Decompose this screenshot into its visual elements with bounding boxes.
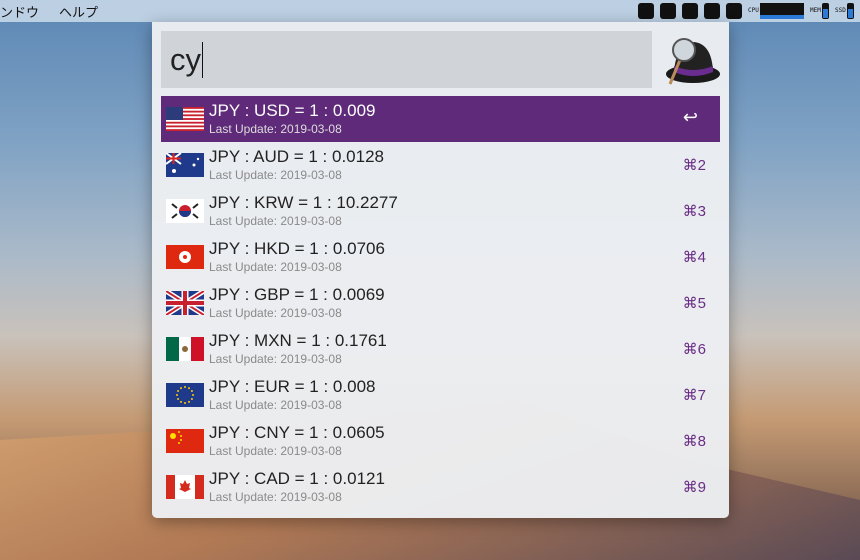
result-title: JPY : AUD = 1 : 0.0128 xyxy=(209,147,384,166)
shortcut-label: ⌘8 xyxy=(682,433,706,450)
result-subtitle: Last Update: 2019-03-08 xyxy=(209,260,342,274)
menu-bar: ンドウ ヘルプ CPU MEM SSD xyxy=(0,0,860,22)
search-input[interactable]: cy xyxy=(161,31,652,88)
mem-label: MEM xyxy=(810,7,821,14)
result-item[interactable]: JPY : AUD = 1 : 0.0128 Last Update: 2019… xyxy=(161,142,720,188)
shortcut-label: ⌘7 xyxy=(682,387,706,404)
result-title: JPY : GBP = 1 : 0.0069 xyxy=(209,285,385,304)
text-caret xyxy=(202,41,203,78)
search-value: cy xyxy=(170,41,201,77)
alfred-hat-icon xyxy=(666,38,720,85)
flag-gb-icon xyxy=(166,291,204,315)
flag-eu-icon xyxy=(166,383,204,407)
result-title: JPY : EUR = 1 : 0.008 xyxy=(209,377,376,396)
result-subtitle: Last Update: 2019-03-08 xyxy=(209,122,342,136)
result-subtitle: Last Update: 2019-03-08 xyxy=(209,398,342,412)
result-subtitle: Last Update: 2019-03-08 xyxy=(209,490,342,504)
result-subtitle: Last Update: 2019-03-08 xyxy=(209,444,342,458)
result-item[interactable]: JPY : KRW = 1 : 10.2277 Last Update: 201… xyxy=(161,188,720,234)
status-tray: CPU MEM SSD xyxy=(638,2,854,20)
shortcut-label: ⌘2 xyxy=(682,157,706,174)
dropbox-icon[interactable] xyxy=(638,3,654,19)
ssd-label: SSD xyxy=(835,7,846,14)
result-title: JPY : KRW = 1 : 10.2277 xyxy=(209,193,398,212)
result-title: JPY : CNY = 1 : 0.0605 xyxy=(209,423,385,442)
download-icon[interactable] xyxy=(660,3,676,19)
cpu-label: CPU xyxy=(748,7,759,14)
result-item[interactable]: JPY : CAD = 1 : 0.0121 Last Update: 2019… xyxy=(161,464,720,510)
result-item[interactable]: JPY : HKD = 1 : 0.0706 Last Update: 2019… xyxy=(161,234,720,280)
screen-icon[interactable] xyxy=(704,3,720,19)
flag-mx-icon xyxy=(166,337,204,361)
shortcut-label: ⌘5 xyxy=(682,295,706,312)
result-title: JPY : CAD = 1 : 0.0121 xyxy=(209,469,385,488)
flag-cn-icon xyxy=(166,429,204,453)
flag-au-icon xyxy=(166,153,204,177)
result-subtitle: Last Update: 2019-03-08 xyxy=(209,214,342,228)
alfred-hat-icon[interactable] xyxy=(726,3,742,19)
shortcut-label: ⌘3 xyxy=(682,203,706,220)
cpu-graph[interactable] xyxy=(760,3,804,19)
menu-help[interactable]: ヘルプ xyxy=(59,4,99,20)
flag-ca-icon xyxy=(166,475,204,499)
result-item[interactable]: JPY : MXN = 1 : 0.1761 Last Update: 2019… xyxy=(161,326,720,372)
result-subtitle: Last Update: 2019-03-08 xyxy=(209,306,342,320)
result-title: JPY : HKD = 1 : 0.0706 xyxy=(209,239,385,258)
result-title: JPY : USD = 1 : 0.009 xyxy=(209,101,376,120)
result-title: JPY : MXN = 1 : 0.1761 xyxy=(209,331,387,350)
shortcut-label: ⌘9 xyxy=(682,479,706,496)
ssd-bar[interactable] xyxy=(847,3,854,19)
menu-window[interactable]: ンドウ xyxy=(0,4,40,20)
flag-hk-icon xyxy=(166,245,204,269)
mem-bar[interactable] xyxy=(822,3,829,19)
alfred-panel: cy JPY : USD = 1 : 0.009 Last Update: 20… xyxy=(152,22,729,518)
flag-kr-icon xyxy=(166,199,204,223)
result-subtitle: Last Update: 2019-03-08 xyxy=(209,352,342,366)
result-item[interactable]: JPY : EUR = 1 : 0.008 Last Update: 2019-… xyxy=(161,372,720,418)
result-item[interactable]: JPY : GBP = 1 : 0.0069 Last Update: 2019… xyxy=(161,280,720,326)
shortcut-label: ⌘6 xyxy=(682,341,706,358)
result-item-selected[interactable]: JPY : USD = 1 : 0.009 Last Update: 2019-… xyxy=(161,96,720,142)
evernote-icon[interactable] xyxy=(682,3,698,19)
return-key-icon: ↩ xyxy=(682,107,698,127)
shortcut-label: ⌘4 xyxy=(682,249,706,266)
result-subtitle: Last Update: 2019-03-08 xyxy=(209,168,342,182)
result-item[interactable]: JPY : CNY = 1 : 0.0605 Last Update: 2019… xyxy=(161,418,720,464)
flag-us-icon xyxy=(166,107,204,131)
